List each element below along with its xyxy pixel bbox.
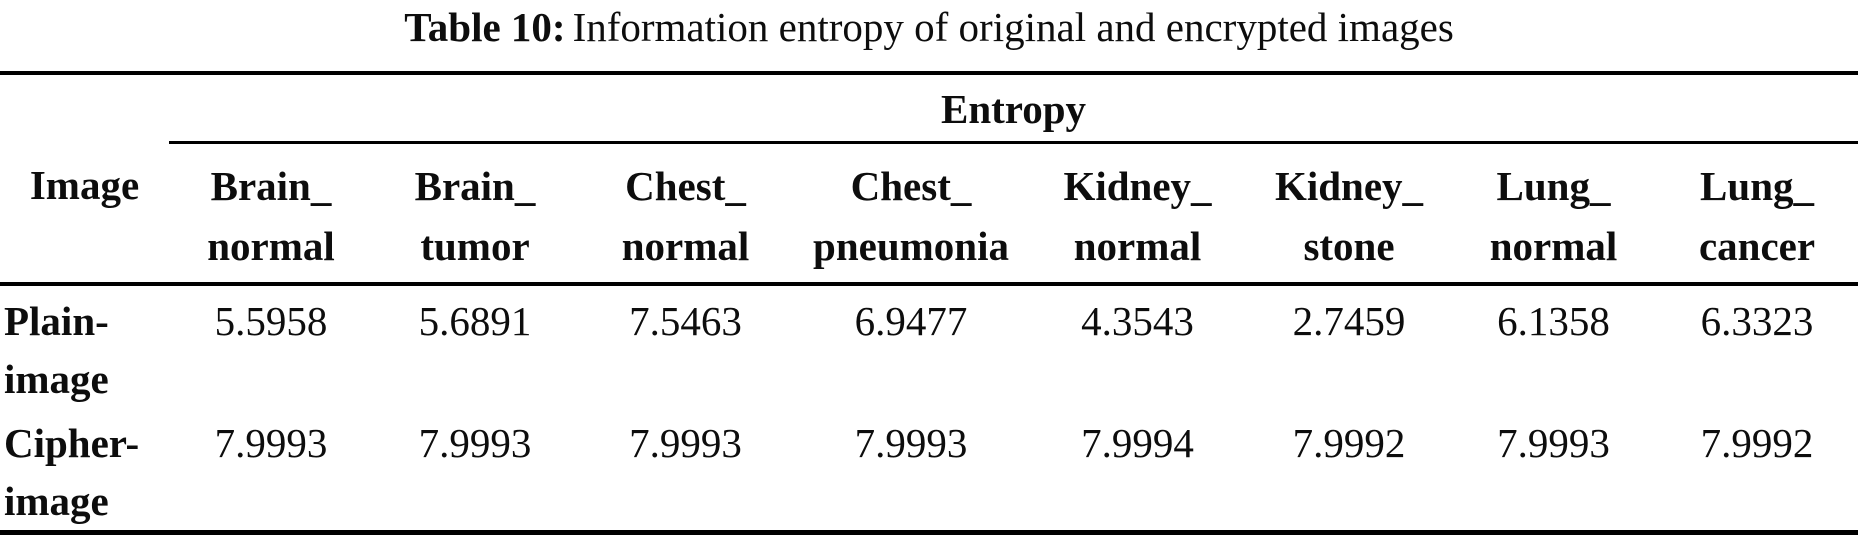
column-header-kidney-stone: Kidney_ stone [1247,142,1451,286]
column-header-chest-normal: Chest_ normal [577,142,794,286]
column-header-brain-tumor: Brain_ tumor [373,142,577,286]
corner-spacer [0,73,169,143]
column-header-image: Image [0,142,169,286]
entropy-value: 5.5958 [214,298,328,344]
column-header-chest-pneumonia: Chest_ pneumonia [794,142,1028,286]
entropy-value: 7.5463 [629,298,742,344]
entropy-value: 4.3543 [1081,298,1194,344]
entropy-value: 6.1358 [1497,298,1610,344]
column-header-row: Image Brain_ normal Brain_ tumor Chest_ … [0,142,1858,286]
row-label-plain-image: Plain-image [4,298,109,402]
entropy-value: 7.9994 [1081,420,1194,466]
caption-label: Table 10: [404,4,566,50]
entropy-value: 7.9993 [854,420,968,466]
entropy-value: 7.9993 [214,420,328,466]
column-header-brain-normal: Brain_ normal [169,142,373,286]
entropy-value: 7.9993 [418,420,532,466]
group-header-row: Entropy [0,73,1858,144]
entropy-value: 6.9477 [854,298,968,344]
row-label-cipher-image: Cipher-image [4,420,140,524]
entropy-value: 6.3323 [1700,298,1814,344]
table-row-plain-image: Plain-image 5.5958 5.6891 7.5463 6.9477 … [0,284,1858,408]
column-header-kidney-normal: Kidney_ normal [1028,142,1247,286]
table-row-cipher-image: Cipher-image 7.9993 7.9993 7.9993 7.9993… [0,408,1858,533]
entropy-value: 2.7459 [1292,298,1406,344]
entropy-value: 5.6891 [418,298,532,344]
entropy-value: 7.9993 [629,420,742,466]
entropy-table: Entropy Image Brain_ normal Brain_ tumor… [0,71,1858,535]
table-caption: Table 10: Information entropy of original… [0,0,1858,50]
column-header-lung-cancer: Lung_ cancer [1656,142,1858,286]
entropy-value: 7.9992 [1292,420,1406,466]
entropy-value: 7.9992 [1700,420,1814,466]
caption-text: Information entropy of original and encr… [572,4,1454,50]
group-header-entropy: Entropy [169,73,1858,144]
entropy-value: 7.9993 [1497,420,1610,466]
column-header-lung-normal: Lung_ normal [1451,142,1656,286]
